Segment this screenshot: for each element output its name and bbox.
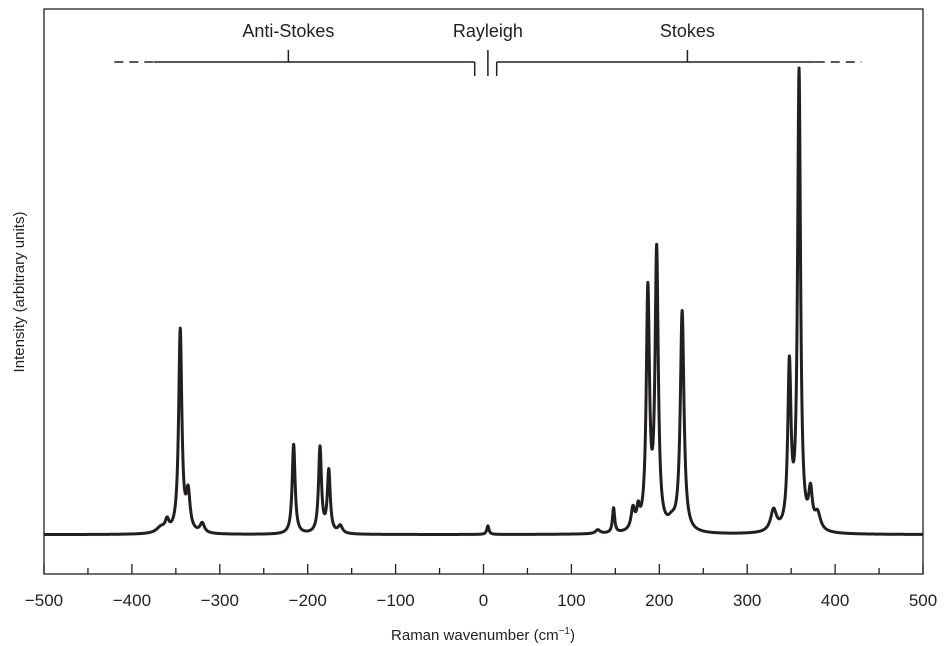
x-tick-label: −400 [113,591,151,610]
x-tick-label: −100 [376,591,414,610]
region-label-stokes: Stokes [660,21,715,41]
y-axis-title: Intensity (arbitrary units) [11,212,28,373]
x-tick-label: 0 [479,591,488,610]
x-axis-title: Raman wavenumber (cm−1) [391,626,575,644]
x-tick-label: −500 [25,591,63,610]
region-brackets: Anti-Stokes Rayleigh Stokes [114,21,862,76]
x-tick-label: 300 [733,591,761,610]
x-tick-label: −200 [289,591,327,610]
region-label-rayleigh: Rayleigh [453,21,523,41]
x-axis-ticks: −500 −400 −300 −200 −100 0 100 200 300 400 500 [25,564,937,610]
region-label-anti-stokes: Anti-Stokes [242,21,334,41]
x-tick-label: 100 [557,591,585,610]
x-tick-label: 500 [909,591,937,610]
x-tick-label: 200 [645,591,673,610]
x-tick-label: −300 [201,591,239,610]
x-tick-label: 400 [821,591,849,610]
spectrum-line [42,66,925,537]
